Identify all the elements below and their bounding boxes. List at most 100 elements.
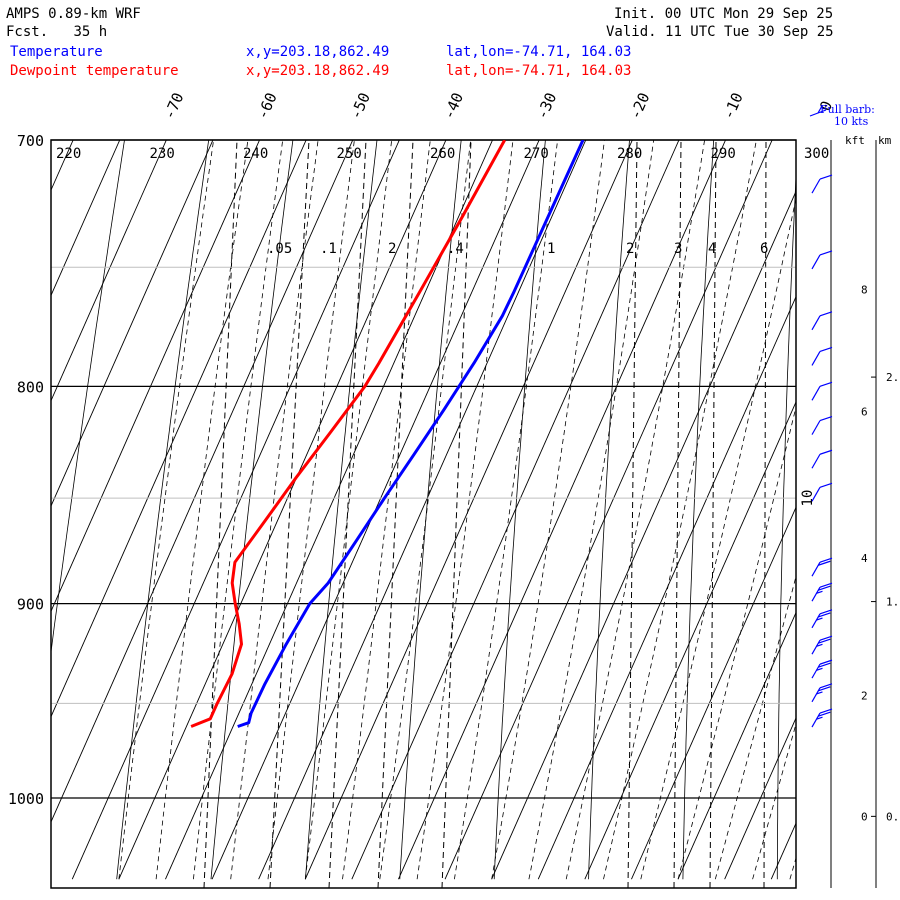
pressure-tick-label: 800 [17, 378, 44, 396]
mixing-ratio-line [763, 140, 767, 888]
legend-dewpoint-xy: x,y=203.18,862.49 [246, 63, 390, 79]
wind-barb-half-flag [816, 691, 823, 695]
wind-barb-staff [811, 561, 821, 577]
wind-barb [811, 482, 833, 502]
moist-adiabat-line [603, 140, 757, 880]
legend-dewpoint-label: Dewpoint temperature [10, 63, 179, 79]
mixing-ratio-lines [203, 140, 767, 888]
wind-barb [811, 635, 833, 655]
valid-value: 11 UTC Tue 30 Sep 25 [665, 24, 834, 40]
adiabat-extra-label: 10 [800, 490, 816, 507]
km-tick-label: 2. [886, 371, 899, 384]
wind-barb-flag [819, 683, 833, 689]
moist-adiabat-line [865, 140, 900, 879]
temperature-line [237, 140, 585, 728]
theta-label: 240 [243, 146, 268, 162]
kft-tick-label: 4 [861, 552, 868, 565]
kft-tick-label: 8 [861, 283, 868, 296]
dry-adiabat-line [588, 140, 630, 880]
init-time: Init. 00 UTC Mon 29 Sep 25 [614, 6, 833, 22]
wind-barb-half-flag [816, 643, 823, 647]
temperature-tick-label: -40 [440, 90, 467, 122]
wind-barb [811, 609, 833, 629]
init-label: Init. [614, 6, 657, 22]
moist-adiabat-line [827, 140, 900, 879]
theta-label: 220 [56, 146, 81, 162]
mixing-ratio-label: 4 [708, 241, 716, 257]
isotherm-line [677, 611, 796, 880]
mixing-ratio-label: 2 [388, 241, 396, 257]
legend-temperature-label: Temperature [10, 44, 103, 60]
mixing-ratio-label: 2 [626, 241, 634, 257]
moist-adiabat-line [491, 140, 605, 880]
wind-barb-staff [811, 453, 821, 469]
dewpoint-line [190, 140, 507, 728]
wind-barb-half-flag [816, 667, 823, 671]
wind-barb [811, 311, 833, 331]
isotherm-line [398, 140, 726, 880]
moist-adiabat-line [118, 140, 214, 880]
theta-label: 290 [711, 146, 736, 162]
moist-adiabat-line [565, 140, 705, 880]
wind-barb [811, 557, 833, 577]
mixing-ratio-line [627, 140, 638, 888]
wind-barb-flag [819, 346, 833, 352]
wind-barb-flag [819, 416, 833, 422]
temperature-tick-label: -20 [626, 90, 653, 122]
temperature-tick-label: -50 [346, 90, 373, 122]
isotherm-line [304, 140, 633, 880]
moist-adiabat-line [714, 574, 796, 880]
dry-adiabat-lines [51, 140, 796, 880]
pressure-tick-label: 700 [17, 132, 44, 150]
pressure-tick-label: 900 [17, 596, 44, 614]
wind-barb-staff [811, 351, 821, 366]
moist-adiabat-line [752, 722, 796, 880]
dry-adiabat-line [682, 140, 715, 880]
wind-barb-flag [819, 381, 833, 387]
wind-barb-half-flag [816, 617, 823, 621]
wind-barb-flag [819, 609, 833, 615]
valid-time: Valid. 11 UTC Tue 30 Sep 25 [606, 24, 834, 40]
wind-barb [811, 708, 833, 728]
wind-barb-flag [818, 638, 831, 644]
theta-label: 260 [430, 146, 455, 162]
init-value: 00 UTC Mon 29 Sep 25 [664, 6, 834, 22]
mixing-ratio-label: .05 [267, 241, 292, 257]
wind-barb-flag [818, 711, 831, 717]
wind-barb-staff [811, 663, 821, 679]
wind-barb [811, 174, 833, 194]
isotherm-line [165, 140, 493, 880]
wind-barb-staff [811, 639, 821, 655]
wind-barb-staff [811, 712, 821, 728]
legend-temperature-latlon: lat,lon=-74.71, 164.03 [446, 44, 632, 60]
dry-adiabat-line [51, 140, 125, 655]
mixing-ratio-line [673, 140, 682, 888]
wind-barb-flag [819, 708, 833, 714]
wind-barb [811, 346, 833, 366]
wind-barb-flag [818, 612, 831, 618]
isotherm-line [51, 140, 260, 613]
wind-barb [811, 250, 833, 270]
wind-barb-flag [819, 659, 833, 665]
moist-adiabat-line [454, 140, 558, 880]
barb-key-line2: 10 kts [834, 115, 869, 128]
mixing-ratio-label: 3 [674, 241, 682, 257]
wind-barb-flag [819, 635, 833, 641]
moist-adiabat-line [342, 140, 431, 880]
dry-adiabat-line [210, 140, 294, 880]
theta-label: 270 [524, 146, 549, 162]
wind-barbs: Full barb:10 kts [809, 103, 875, 728]
moist-adiabat-line [379, 140, 472, 880]
isotherm-line [444, 140, 773, 880]
isotherm-line [51, 140, 121, 297]
kft-tick-label: 6 [861, 406, 868, 419]
km-tick-label: 1. [886, 596, 899, 609]
km-tick-label: 0. [886, 810, 899, 823]
moist-adiabat-line [304, 140, 393, 880]
isotherm-line [0, 140, 27, 879]
moist-adiabat-lines [118, 140, 900, 880]
fcst-label: Fcst. [6, 24, 49, 40]
temperature-tick-label: -60 [253, 90, 280, 122]
barb-key-flag [817, 105, 823, 114]
mixing-ratio-label: .1 [320, 241, 337, 257]
